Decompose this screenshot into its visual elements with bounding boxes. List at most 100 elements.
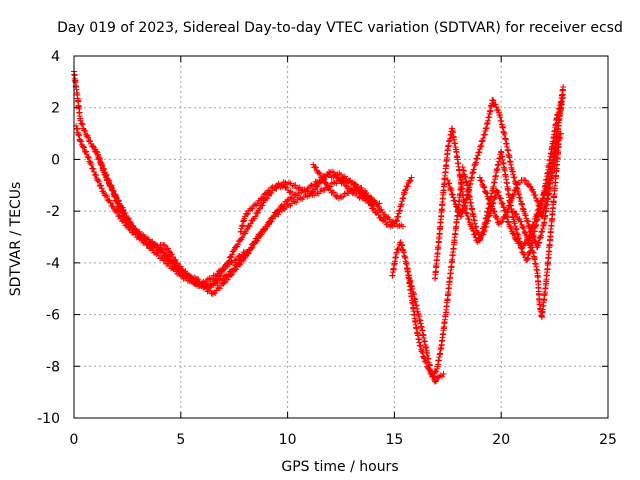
data-point bbox=[499, 218, 506, 225]
data-point bbox=[510, 191, 517, 198]
data-point bbox=[117, 207, 124, 214]
data-point bbox=[255, 209, 262, 216]
data-point bbox=[388, 221, 395, 228]
data-point bbox=[421, 355, 428, 362]
data-point bbox=[399, 223, 406, 230]
data-point bbox=[226, 258, 233, 265]
data-point bbox=[260, 194, 267, 201]
data-point bbox=[173, 259, 180, 266]
data-point bbox=[267, 219, 274, 226]
chart-title: Day 019 of 2023, Sidereal Day-to-day VTE… bbox=[57, 20, 623, 36]
data-point bbox=[490, 97, 497, 104]
data-point bbox=[166, 248, 173, 255]
data-point bbox=[168, 251, 175, 258]
data-point bbox=[237, 260, 244, 267]
data-point bbox=[222, 265, 229, 272]
data-point bbox=[402, 187, 409, 194]
data-point bbox=[87, 138, 94, 145]
data-point bbox=[345, 190, 352, 197]
data-point bbox=[555, 140, 562, 147]
data-point bbox=[323, 180, 330, 187]
data-point bbox=[229, 251, 236, 258]
data-point bbox=[259, 202, 266, 209]
data-point bbox=[258, 231, 265, 238]
data-point bbox=[91, 168, 98, 175]
data-point bbox=[524, 217, 531, 224]
data-point bbox=[85, 134, 92, 141]
data-point bbox=[179, 267, 186, 274]
data-point bbox=[93, 148, 100, 155]
data-point bbox=[525, 236, 532, 243]
data-point bbox=[385, 221, 392, 228]
data-point bbox=[99, 162, 106, 169]
data-point bbox=[254, 200, 261, 207]
series-arc-12 bbox=[476, 91, 567, 228]
data-point bbox=[377, 214, 384, 221]
data-point bbox=[407, 178, 414, 185]
data-point bbox=[88, 161, 95, 168]
data-point bbox=[160, 249, 166, 256]
data-point bbox=[266, 220, 273, 227]
data-point bbox=[195, 276, 202, 283]
data-point bbox=[480, 224, 487, 231]
data-point bbox=[340, 174, 347, 181]
data-point bbox=[136, 228, 143, 235]
data-point bbox=[145, 236, 152, 243]
data-point bbox=[464, 210, 471, 217]
x-tick-label: 0 bbox=[70, 432, 79, 448]
data-point bbox=[114, 200, 121, 207]
data-point bbox=[213, 277, 220, 284]
data-point bbox=[80, 144, 87, 151]
data-point bbox=[440, 371, 447, 378]
data-point bbox=[520, 225, 527, 232]
data-point bbox=[109, 187, 116, 194]
data-point bbox=[244, 211, 251, 218]
data-point bbox=[101, 166, 108, 173]
x-tick-label: 25 bbox=[599, 432, 617, 448]
data-point bbox=[460, 203, 467, 210]
data-point bbox=[426, 366, 433, 373]
data-point bbox=[229, 271, 236, 278]
data-point bbox=[216, 285, 223, 292]
data-point bbox=[275, 207, 282, 214]
data-point bbox=[132, 225, 139, 232]
data-point bbox=[451, 197, 458, 204]
data-point bbox=[249, 244, 256, 251]
y-tick-label: -6 bbox=[46, 308, 60, 324]
data-point bbox=[271, 185, 278, 192]
data-point bbox=[518, 218, 525, 225]
data-point bbox=[254, 237, 261, 244]
data-point bbox=[497, 194, 504, 201]
data-point bbox=[420, 354, 427, 361]
data-point bbox=[487, 200, 494, 207]
data-point bbox=[329, 189, 336, 196]
data-point bbox=[93, 172, 100, 179]
data-point bbox=[292, 182, 299, 189]
data-point bbox=[508, 225, 515, 232]
data-point bbox=[192, 275, 199, 282]
data-point bbox=[326, 184, 333, 191]
data-point bbox=[433, 377, 440, 384]
x-tick-label: 5 bbox=[176, 432, 185, 448]
data-point bbox=[340, 193, 347, 200]
data-point bbox=[354, 184, 361, 191]
data-point bbox=[253, 202, 260, 209]
data-point bbox=[478, 177, 485, 184]
data-point bbox=[103, 174, 110, 181]
y-tick-label: -10 bbox=[37, 411, 60, 427]
data-point bbox=[492, 101, 499, 108]
series-arc-4 bbox=[103, 174, 295, 292]
data-point bbox=[525, 223, 532, 230]
data-point bbox=[314, 183, 321, 190]
data-point bbox=[234, 241, 241, 248]
data-point bbox=[319, 174, 326, 181]
data-point bbox=[477, 236, 484, 243]
data-point bbox=[367, 199, 374, 206]
data-point bbox=[78, 120, 85, 127]
data-point bbox=[481, 184, 488, 191]
data-point bbox=[423, 359, 430, 366]
data-point bbox=[519, 223, 526, 230]
data-point bbox=[244, 226, 251, 233]
data-point bbox=[338, 194, 345, 201]
